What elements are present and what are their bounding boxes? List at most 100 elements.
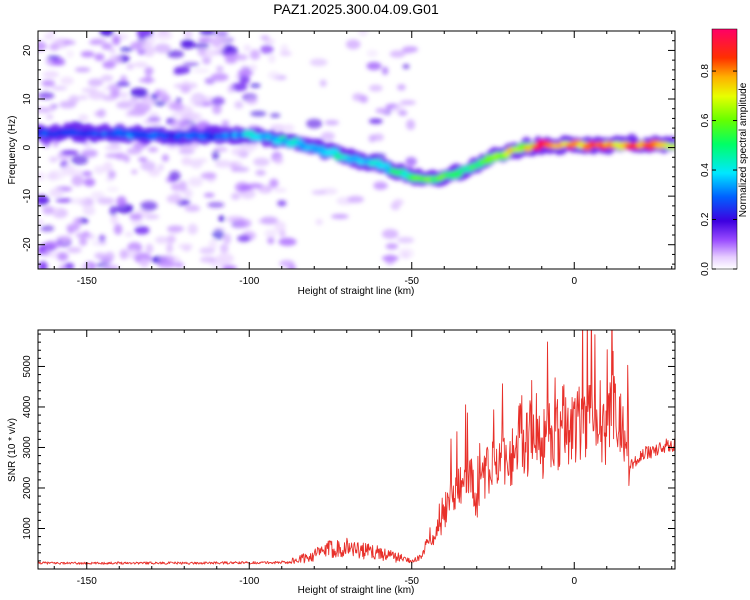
- spectrogram-noise-cell: [42, 70, 60, 79]
- spectrogram-noise-cell: [178, 148, 195, 155]
- spectrogram-noise-cell: [306, 118, 323, 129]
- spectrogram-noise-cell: [237, 69, 254, 77]
- spectrogram-noise-cell: [199, 31, 216, 36]
- spectrogram-noise-cell: [180, 39, 195, 50]
- spectrogram-noise-cell: [124, 231, 134, 237]
- spectrogram-noise-cell: [47, 55, 60, 60]
- spectrogram-noise-cell: [187, 223, 198, 235]
- spectrogram-noise-cell: [38, 195, 50, 206]
- spectrogram-noise-cell: [87, 78, 104, 87]
- spectrogram-noise-cell: [38, 261, 48, 269]
- spectrogram-noise-cell: [49, 188, 64, 198]
- spectrogram-noise-cell: [117, 100, 135, 109]
- spectrogram-noise-cell: [174, 262, 184, 268]
- colorbar-tick-label: 0.6: [700, 113, 711, 127]
- spectrogram-noise-cell: [319, 79, 327, 87]
- snr-y-tick-label: 1000: [22, 517, 33, 540]
- spectrogram-noise-cell: [210, 73, 229, 82]
- spectrogram-noise-cell: [212, 103, 222, 115]
- spectrogram-noise-cell: [239, 74, 250, 85]
- spectrogram-noise-cell: [166, 194, 182, 204]
- spectrogram-noise-cell: [177, 243, 194, 250]
- spectrogram-y-tick-label: -20: [22, 237, 33, 252]
- spectrogram-noise-cell: [357, 31, 368, 37]
- snr-x-axis-label: Height of straight line (km): [298, 585, 415, 596]
- spectrogram-noise-cell: [106, 186, 119, 192]
- spectrogram-noise-cell: [140, 201, 158, 211]
- spectrogram-noise-cell: [63, 40, 76, 45]
- spectrogram-noise-cell: [112, 35, 121, 46]
- snr-panel: -150 -100 -50 0 1000 2000 3000 4000 5000 Height …: [7, 329, 676, 596]
- spectrogram-noise-cell: [267, 236, 275, 245]
- snr-series-line: [38, 330, 675, 565]
- spectrogram-noise-cell: [264, 229, 278, 239]
- spectrogram-noise-cell: [130, 41, 141, 50]
- spectrogram-noise-cell: [145, 243, 154, 254]
- spectrogram-noise-cell: [405, 156, 417, 167]
- spectrogram-noise-cell: [345, 39, 361, 50]
- spectrogram-noise-cell: [48, 169, 66, 180]
- spectrogram-noise-cell: [167, 50, 184, 59]
- spectrogram-noise-cell: [231, 147, 247, 156]
- spectrogram-noise-cell: [375, 107, 388, 114]
- spectrogram-noise-cell: [155, 236, 169, 244]
- spectrogram-noise-cell: [78, 114, 89, 122]
- spectrogram-noise-cell: [62, 164, 75, 176]
- spectrogram-noise-cell: [180, 118, 191, 128]
- spectrogram-noise-cell: [60, 150, 79, 156]
- spectrogram-noise-cell: [208, 239, 218, 250]
- spectrogram-noise-cell: [253, 157, 270, 167]
- spectrogram-noise-cell: [199, 247, 216, 255]
- spectrogram-noise-cell: [161, 154, 169, 162]
- spectrogram-noise-cell: [82, 205, 96, 216]
- spectrogram-noise-cell: [373, 180, 387, 191]
- spectrogram-noise-cell: [139, 259, 150, 268]
- snr-plot-frame: [37, 329, 676, 570]
- spectrogram-noise-cell: [102, 60, 116, 69]
- spectrogram-x-tick-label: -50: [405, 276, 420, 287]
- snr-y-axis-label: SNR (10 * v/v): [7, 418, 18, 482]
- spectrogram-noise-cell: [41, 79, 56, 87]
- spectrogram-noise-cell: [98, 234, 106, 243]
- chart-title: PAZ1.2025.300.04.09.G01: [273, 1, 439, 17]
- spectrogram-noise-cell: [402, 46, 414, 54]
- spectrogram-noise-cell: [66, 246, 82, 254]
- spectrogram-noise-cell: [119, 47, 134, 52]
- spectrogram-noise-cell: [81, 88, 98, 93]
- spectrogram-noise-cell: [108, 83, 122, 92]
- spectrogram-noise-cell: [347, 195, 364, 203]
- spectrogram-noise-cell: [269, 124, 286, 131]
- spectrogram-noise-cell: [239, 188, 256, 199]
- spectrogram-noise-cell: [245, 97, 258, 105]
- spectrogram-noise-cell: [138, 77, 155, 83]
- spectrogram-noise-cell: [60, 76, 74, 86]
- spectrogram-noise-cell: [90, 191, 105, 200]
- spectrogram-noise-cell: [255, 169, 266, 176]
- spectrogram-noise-cell: [212, 150, 220, 161]
- spectrogram-noise-cell: [273, 188, 287, 193]
- spectrogram-noise-cell: [144, 66, 154, 76]
- snr-x-tick-label: -50: [405, 576, 420, 587]
- spectrogram-ridge-cell: [665, 143, 675, 150]
- colorbar-ticks: 0.0 0.2 0.4 0.6 0.8: [700, 64, 737, 276]
- spectrogram-noise-cell: [110, 215, 119, 225]
- snr-y-tick-label: 4000: [22, 395, 33, 418]
- spectrogram-noise-cell: [97, 252, 107, 259]
- spectrogram-noise-cell: [278, 237, 297, 246]
- spectrogram-noise-cell: [227, 85, 235, 94]
- spectrogram-noise-cell: [385, 243, 399, 250]
- spectrogram-noise-cell: [88, 40, 103, 45]
- spectrogram-noise-cell: [399, 100, 416, 106]
- spectrogram-noise-cell: [324, 120, 339, 126]
- spectrogram-noise-cell: [140, 160, 156, 171]
- spectrogram-noise-cell: [241, 142, 259, 150]
- spectrogram-noise-cell: [42, 205, 54, 215]
- colorbar: 0.0 0.2 0.4 0.6 0.8 Normalized spectral ampl…: [700, 28, 749, 276]
- spectrogram-noise-cell: [169, 170, 181, 182]
- spectrogram-noise-cell: [44, 240, 61, 250]
- spectrogram-noise-cell: [180, 84, 191, 94]
- spectrogram-noise-cell: [315, 218, 323, 226]
- spectrogram-noise-cell: [277, 200, 287, 207]
